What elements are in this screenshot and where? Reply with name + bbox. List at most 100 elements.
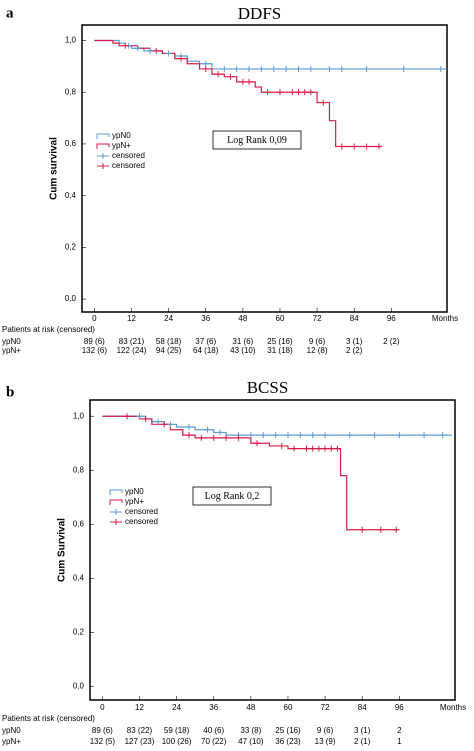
legend-swatch (97, 163, 109, 169)
risk-cell: 9 (6) (317, 726, 334, 735)
risk-cell: 94 (25) (156, 346, 182, 355)
censor-mark (334, 445, 341, 452)
panel-label: a (6, 5, 14, 21)
censor-mark (124, 413, 131, 420)
y-tick-label: 0,4 (65, 191, 77, 200)
censor-mark (307, 89, 314, 96)
plot-frame (81, 24, 448, 313)
censor-mark (221, 65, 228, 72)
censor-mark (235, 434, 242, 441)
risk-cell: 31 (6) (232, 337, 253, 346)
censor-mark (309, 445, 316, 452)
legend-label: ypN0 (112, 131, 131, 140)
censor-mark (223, 434, 230, 441)
legend-swatch (97, 153, 109, 159)
censor-mark (328, 445, 335, 452)
risk-cell: 83 (21) (119, 337, 145, 346)
censor-mark (309, 432, 316, 439)
x-tick-label: 72 (321, 703, 330, 712)
censor-mark (246, 65, 253, 72)
x-axis-label: Months (440, 703, 466, 712)
censor-mark (421, 432, 428, 439)
censor-mark (258, 65, 265, 72)
risk-cell: 47 (10) (238, 737, 264, 746)
censor-mark (338, 143, 345, 150)
risk-row-label: ypN+ (2, 346, 21, 355)
censor-mark (363, 65, 370, 72)
survival-curve (94, 39, 447, 70)
risk-row-label: ypN0 (2, 726, 21, 735)
censor-mark (167, 421, 174, 428)
censor-mark (227, 73, 234, 80)
risk-cell: 100 (26) (162, 737, 192, 746)
risk-cell: 127 (23) (125, 737, 155, 746)
censor-mark (198, 434, 205, 441)
risk-cell: 37 (6) (195, 337, 216, 346)
censor-mark (185, 424, 192, 431)
risk-cell: 1 (397, 737, 402, 746)
censor-mark (233, 65, 240, 72)
risk-cell: 2 (2) (346, 346, 363, 355)
x-tick-label: 24 (172, 703, 181, 712)
x-tick-label: 84 (358, 703, 367, 712)
y-tick-label: 0,8 (73, 465, 85, 474)
legend-label: censored (112, 161, 145, 170)
x-tick-label: 48 (246, 703, 255, 712)
legend-swatch (96, 143, 110, 149)
risk-row-label: ypN+ (2, 737, 21, 746)
censor-mark (161, 421, 168, 428)
censor-mark (202, 60, 209, 67)
x-tick-label: 12 (135, 703, 144, 712)
risk-cell: 25 (16) (275, 726, 301, 735)
y-tick-label: 1,0 (65, 36, 77, 45)
censor-mark (346, 432, 353, 439)
censor-mark (153, 47, 160, 54)
censor-mark (363, 143, 370, 150)
censor-mark (204, 426, 211, 433)
censor-mark (142, 415, 149, 422)
panel-label: b (6, 384, 14, 400)
annotation: Log Rank 0,09 (227, 135, 287, 146)
risk-cell: 12 (8) (307, 346, 328, 355)
censor-mark (276, 89, 283, 96)
censor-mark (307, 65, 314, 72)
censor-mark (246, 78, 253, 85)
censor-mark (439, 432, 446, 439)
censor-mark (396, 432, 403, 439)
chart-title: BCSS (247, 378, 289, 397)
censor-mark (202, 65, 209, 72)
y-tick-label: 0,8 (65, 87, 77, 96)
censor-mark (359, 526, 366, 533)
risk-cell: 89 (6) (84, 337, 105, 346)
risk-cell: 2 (397, 726, 402, 735)
censor-mark (216, 429, 223, 436)
plot-frame (89, 399, 456, 701)
censor-mark (320, 99, 327, 106)
censor-mark (283, 65, 290, 72)
legend-label: ypN+ (112, 141, 131, 150)
legend-label: ypN0 (125, 487, 144, 496)
censor-mark (270, 65, 277, 72)
censor-mark (260, 432, 267, 439)
legend-swatch (110, 509, 122, 515)
censor-mark (155, 418, 162, 425)
censor-mark (315, 445, 322, 452)
legend-label: censored (125, 507, 158, 516)
censor-mark (147, 47, 154, 54)
risk-cell: 132 (6) (82, 346, 108, 355)
censor-mark (291, 445, 298, 452)
risk-table-title: Patients at risk (censored) (2, 714, 95, 723)
censor-mark (134, 45, 141, 52)
censor-mark (210, 434, 217, 441)
censor-mark (272, 432, 279, 439)
censor-mark (301, 89, 308, 96)
x-tick-label: 24 (164, 314, 173, 323)
censor-mark (326, 65, 333, 72)
y-axis-label: Cum survival (49, 137, 60, 200)
x-axis-label: Months (432, 314, 458, 323)
censor-mark (278, 442, 285, 449)
y-tick-label: 0,0 (73, 682, 85, 691)
censor-mark (165, 50, 172, 57)
y-tick-label: 0,2 (73, 628, 85, 637)
risk-cell: 3 (1) (354, 726, 371, 735)
